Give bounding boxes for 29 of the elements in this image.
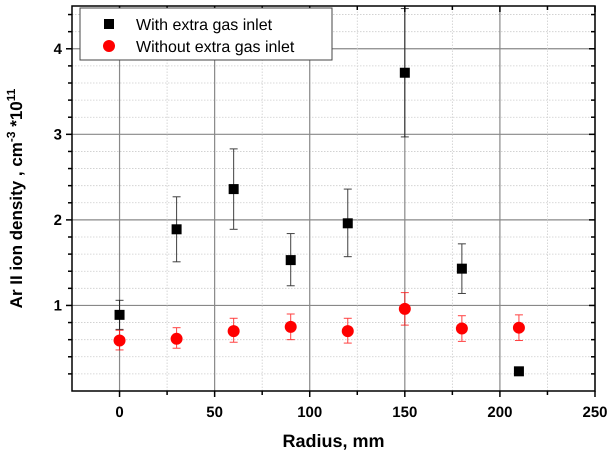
x-tick-label: 150 — [392, 404, 418, 421]
point — [114, 334, 126, 347]
point — [398, 302, 411, 315]
x-tick-label: 100 — [297, 404, 322, 421]
point — [114, 310, 125, 320]
point — [170, 332, 183, 345]
x-tick-label: 50 — [206, 404, 223, 421]
x-tick-label: 0 — [115, 404, 124, 421]
point — [456, 322, 468, 335]
legend-label: With extra gas inlet — [136, 17, 273, 34]
point — [228, 325, 240, 338]
point — [228, 184, 239, 194]
point — [514, 366, 524, 376]
legend-label: Without extra gas inlet — [136, 39, 295, 56]
y-tick-label: 3 — [54, 126, 62, 144]
point — [284, 320, 297, 333]
point — [342, 218, 353, 228]
point — [456, 264, 467, 274]
y-tick-label: 4 — [54, 40, 63, 58]
x-tick-label: 250 — [582, 404, 608, 421]
point — [400, 68, 410, 78]
point — [342, 325, 354, 338]
y-tick-label: 2 — [54, 212, 62, 229]
point — [512, 322, 525, 334]
point — [286, 255, 296, 266]
x-axis-title: Radius, mm — [282, 431, 385, 451]
point — [172, 224, 182, 234]
x-tick-label: 200 — [487, 404, 512, 421]
y-tick-label: 1 — [54, 297, 62, 314]
